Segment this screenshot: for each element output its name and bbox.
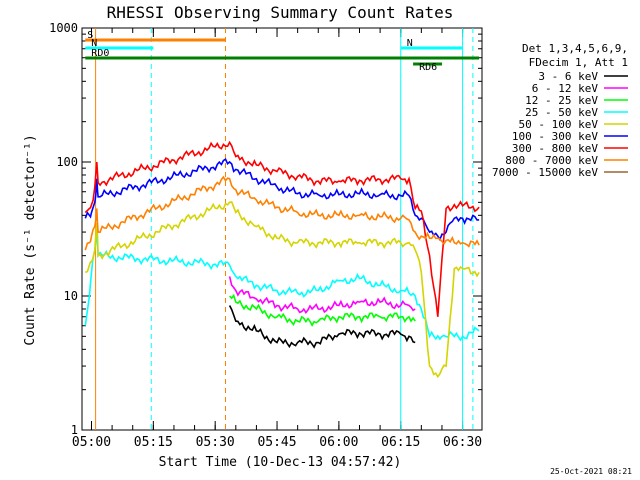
legend-label: 12 - 25 keV [525, 94, 598, 107]
x-tick-label: 06:30 [443, 435, 482, 450]
x-tick-label: 05:00 [72, 435, 111, 450]
series-line [84, 140, 480, 317]
x-tick-label: 06:15 [381, 435, 420, 450]
series-line [228, 305, 416, 349]
flag-label: S [87, 30, 93, 41]
legend-header-2: FDecim 1, Att 1 [529, 56, 628, 69]
vertical-markers [95, 28, 474, 430]
x-axis-label: Start Time (10-Dec-13 04:57:42) [159, 455, 402, 470]
legend-label: 6 - 12 keV [532, 82, 599, 95]
legend-header-1: Det 1,3,4,5,6,9, [522, 42, 628, 55]
x-tick-label: 05:30 [196, 435, 235, 450]
series-line [84, 175, 480, 251]
x-tick-label: 05:15 [134, 435, 173, 450]
legend: Det 1,3,4,5,6,9, FDecim 1, Att 1 3 - 6 k… [492, 42, 628, 179]
y-tick-label: 1 [71, 423, 78, 437]
x-tick-label: 05:45 [257, 435, 296, 450]
chart-title: RHESSI Observing Summary Count Rates [107, 3, 454, 22]
series-lines [84, 140, 480, 379]
series-line [228, 276, 416, 315]
series-line [84, 158, 480, 242]
y-axis: 1 10 100 1000 [49, 21, 482, 437]
legend-label: 7000 - 15000 keV [492, 166, 598, 179]
flag-label: N [407, 38, 413, 49]
legend-label: 25 - 50 keV [525, 106, 598, 119]
legend-label: 50 - 100 keV [519, 118, 599, 131]
flag-label: RD0 [91, 48, 109, 59]
legend-label: 800 - 7000 keV [505, 154, 598, 167]
y-tick-label: 1000 [49, 21, 78, 35]
x-axis: 05:00 05:15 05:30 05:45 06:00 06:15 06:30 [72, 28, 482, 450]
flag-label: RD6 [419, 62, 437, 73]
y-tick-label: 100 [56, 155, 78, 169]
plot-area [81, 27, 483, 431]
y-tick-label: 10 [64, 289, 78, 303]
footer-timestamp: 25-Oct-2021 08:21 [550, 467, 632, 476]
series-line [84, 232, 480, 342]
x-tick-label: 06:00 [319, 435, 358, 450]
legend-label: 3 - 6 keV [538, 70, 598, 83]
plot-frame [81, 27, 483, 431]
flag-label: N [91, 38, 97, 49]
y-axis-label: Count Rate (s⁻¹ detector⁻¹) [23, 134, 38, 345]
series-line [84, 201, 480, 379]
series-line [229, 293, 416, 327]
legend-label: 100 - 300 keV [512, 130, 598, 143]
legend-label: 300 - 800 keV [512, 142, 598, 155]
